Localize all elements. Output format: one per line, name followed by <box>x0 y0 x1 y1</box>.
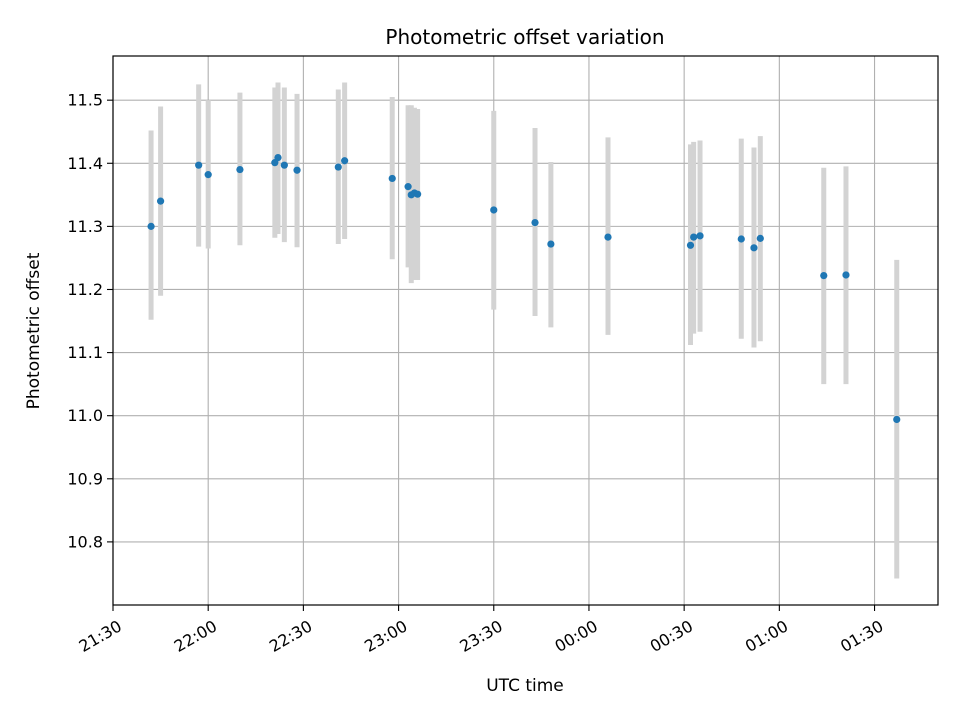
data-point <box>842 271 850 279</box>
data-point <box>750 244 758 252</box>
data-point <box>690 233 698 241</box>
data-point <box>341 157 349 165</box>
y-axis-label: Photometric offset <box>24 252 44 409</box>
chart-title: Photometric offset variation <box>385 25 664 49</box>
x-axis-label: UTC time <box>486 676 564 696</box>
data-point <box>147 222 155 230</box>
y-tick-label: 10.8 <box>67 532 103 551</box>
y-tick-label: 10.9 <box>67 469 103 488</box>
data-point <box>756 234 764 242</box>
data-points <box>147 153 901 424</box>
data-point <box>490 206 498 214</box>
data-point <box>686 241 695 249</box>
grid <box>112 56 938 605</box>
data-point <box>293 166 301 174</box>
data-point <box>236 165 244 174</box>
data-point <box>195 161 203 169</box>
data-point <box>604 233 612 241</box>
data-point <box>404 183 412 191</box>
data-point <box>414 190 422 198</box>
data-point <box>280 161 288 169</box>
plot-frame <box>112 55 939 606</box>
y-tick-label: 11.4 <box>67 154 103 173</box>
data-point <box>388 174 396 183</box>
data-point <box>893 415 901 424</box>
data-point <box>547 240 555 248</box>
y-tick-label: 11.0 <box>67 406 103 425</box>
y-tick-label: 11.2 <box>67 280 103 299</box>
data-point <box>274 153 282 162</box>
data-point <box>204 171 212 179</box>
y-tick-label: 11.3 <box>67 217 103 236</box>
data-point <box>737 235 745 243</box>
data-point <box>531 218 539 227</box>
y-tick-label: 11.1 <box>67 343 103 362</box>
data-point <box>156 197 165 205</box>
data-point <box>696 232 704 240</box>
y-axis: 10.8 10.9 11.0 11.1 11.2 11.3 11.4 11.5 <box>67 91 113 551</box>
data-point <box>334 163 342 171</box>
data-point <box>820 272 828 280</box>
y-tick-label: 11.5 <box>67 91 103 110</box>
